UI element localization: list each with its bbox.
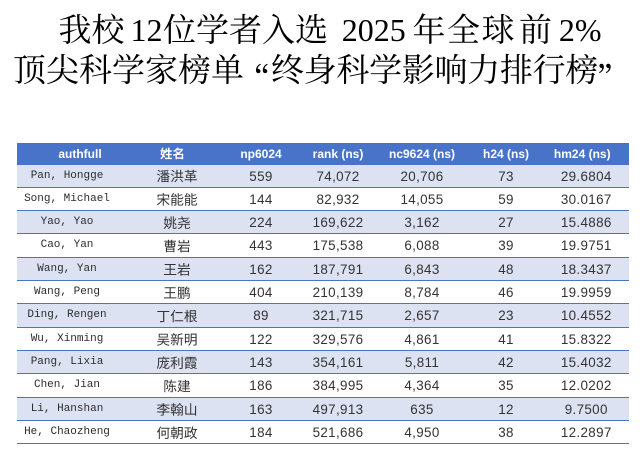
svg-text:2025: 2025 — [342, 12, 406, 48]
svg-text:2%: 2% — [559, 12, 602, 48]
svg-text:12: 12 — [131, 12, 163, 48]
